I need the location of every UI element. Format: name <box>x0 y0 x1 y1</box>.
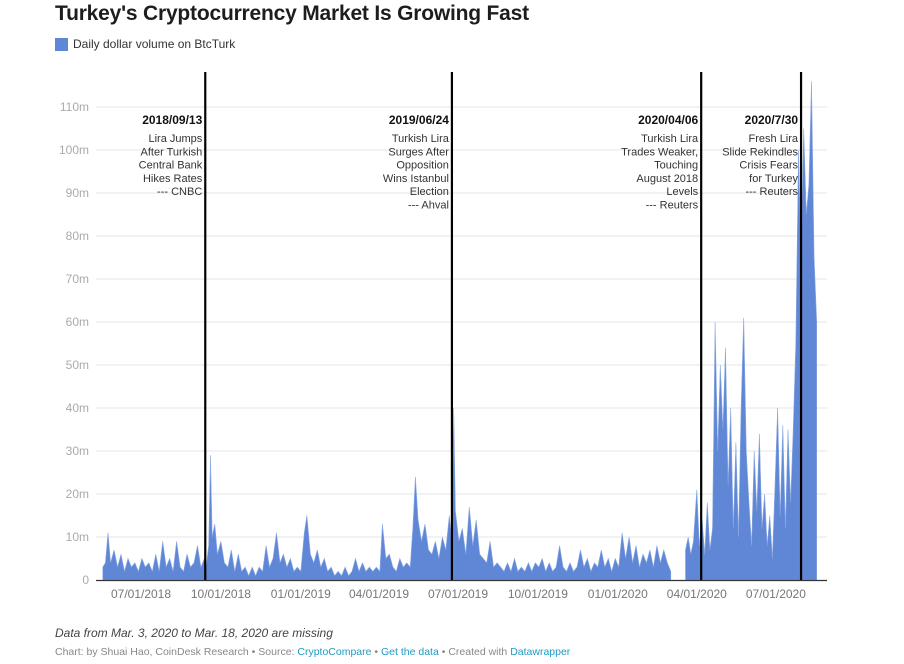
y-tick-label: 50m <box>66 358 89 372</box>
credits-created: • Created with <box>438 646 511 658</box>
annotation-text: Central Bank <box>139 160 203 172</box>
annotation-date: 2019/06/24 <box>389 113 449 127</box>
chart-area: 0 10m 20m 30m 40m 50m 60m 70m 80m 90m 100m 110m 201… <box>59 72 827 601</box>
annotation-text: After Turkish <box>141 146 203 158</box>
annotation-text: August 2018 <box>636 173 698 185</box>
chart-credits: Chart: by Shuai Hao, CoinDesk Research •… <box>55 646 570 658</box>
legend-swatch <box>55 37 68 51</box>
datawrapper-link[interactable]: Datawrapper <box>510 646 571 658</box>
x-tick-label: 10/01/2019 <box>508 587 568 601</box>
y-tick-label: 110m <box>60 100 89 114</box>
y-tick-label: 10m <box>66 530 89 544</box>
annotation-text: --- Ahval <box>408 200 449 212</box>
legend: Daily dollar volume on BtcTurk <box>55 37 235 51</box>
annotation-text: Hikes Rates <box>143 173 203 185</box>
y-tick-label: 100m <box>59 143 89 157</box>
y-tick-label: 30m <box>66 444 89 458</box>
x-tick-label: 07/01/2019 <box>428 587 488 601</box>
y-tick-label: 0 <box>82 573 89 587</box>
annotation-text: Trades Weaker, <box>621 146 698 158</box>
x-tick-label: 07/01/2018 <box>111 587 171 601</box>
annotation-text: --- Reuters <box>646 200 699 212</box>
series-area <box>102 81 817 581</box>
x-axis-ticks: 07/01/2018 10/01/2018 01/01/2019 04/01/2019… <box>111 587 806 601</box>
x-tick-label: 01/01/2020 <box>588 587 648 601</box>
annotation-text: Wins Istanbul <box>383 173 449 185</box>
annotation-text: Slide Rekindles <box>722 146 798 158</box>
chart-title: Turkey's Cryptocurrency Market Is Growin… <box>55 2 529 25</box>
x-tick-label: 07/01/2020 <box>746 587 806 601</box>
get-data-link[interactable]: Get the data <box>381 646 439 658</box>
annotation-text: Fresh Lira <box>749 133 799 145</box>
x-tick-label: 04/01/2019 <box>349 587 409 601</box>
y-tick-label: 60m <box>66 315 89 329</box>
legend-label: Daily dollar volume on BtcTurk <box>73 37 236 51</box>
credits-prefix: Chart: by Shuai Hao, CoinDesk Research •… <box>55 646 298 658</box>
y-tick-label: 20m <box>66 487 89 501</box>
y-tick-label: 70m <box>66 272 89 286</box>
annotation-date: 2020/04/06 <box>638 113 698 127</box>
y-tick-label: 40m <box>66 401 89 415</box>
annotation-text: Turkish Lira <box>641 133 699 145</box>
annotation-text: Levels <box>666 186 698 198</box>
annotation-text: --- CNBC <box>157 186 202 198</box>
annotation-text: --- Reuters <box>745 186 798 198</box>
series-area-segment <box>685 81 817 581</box>
annotation-text: Crisis Fears <box>739 160 798 172</box>
annotation-text: for Turkey <box>749 173 798 185</box>
annotation-text: Election <box>410 186 449 198</box>
y-tick-label: 90m <box>66 186 89 200</box>
annotation-text: Opposition <box>396 160 449 172</box>
x-tick-label: 04/01/2020 <box>667 587 727 601</box>
credits-sep: • <box>371 646 382 658</box>
y-tick-label: 80m <box>66 229 89 243</box>
annotation-date: 2018/09/13 <box>142 113 202 127</box>
source-link[interactable]: CryptoCompare <box>297 646 372 658</box>
annotation-text: Surges After <box>388 146 449 158</box>
annotation-date: 2020/7/30 <box>745 113 799 127</box>
annotation-text: Lira Jumps <box>148 133 202 145</box>
x-tick-label: 01/01/2019 <box>271 587 331 601</box>
annotation-text: Touching <box>654 160 698 172</box>
x-tick-label: 10/01/2018 <box>191 587 251 601</box>
annotation-text: Turkish Lira <box>392 133 450 145</box>
y-axis-ticks: 0 10m 20m 30m 40m 50m 60m 70m 80m 90m 100m 110m <box>59 100 89 587</box>
missing-data-note: Data from Mar. 3, 2020 to Mar. 18, 2020 … <box>55 626 333 640</box>
series-area-segment <box>102 407 672 581</box>
